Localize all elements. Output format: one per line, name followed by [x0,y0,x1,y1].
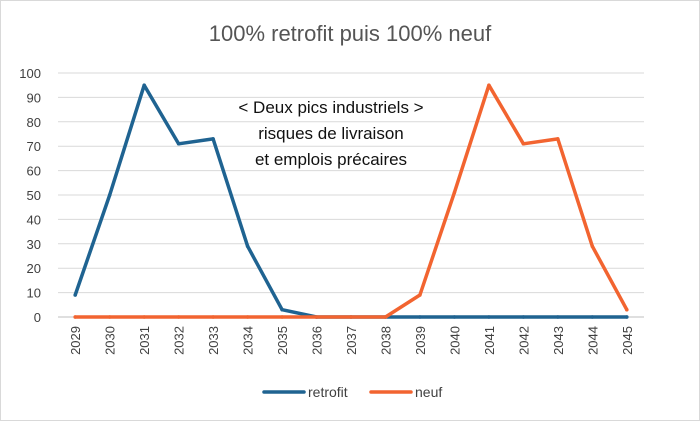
x-tick-label: 2032 [172,326,187,355]
x-axis-ticks: 2029 2030 2031 2032 2033 2034 2035 2036 2037 2038… [68,326,635,355]
x-tick-label: 2031 [137,326,152,355]
data-point-neuf [521,142,526,146]
data-point-retrofit [245,244,250,248]
data-point-neuf [73,315,77,319]
data-point-retrofit [590,315,595,319]
legend: retrofit neuf [262,384,442,400]
legend-label-neuf: neuf [415,384,442,400]
y-tick-label: 10 [27,286,41,301]
data-point-retrofit [452,315,457,319]
data-point-neuf [211,315,215,319]
y-tick-label: 90 [27,90,41,105]
annotation-line-3: et emplois précaires [255,150,407,169]
x-tick-label: 2029 [68,326,83,355]
data-point-retrofit [418,315,422,319]
data-point-neuf [176,315,181,319]
x-tick-label: 2037 [344,326,359,355]
x-tick-label: 2045 [620,326,635,355]
x-tick-label: 2035 [275,326,290,355]
x-tick-label: 2030 [103,326,118,355]
series-line-neuf [73,83,629,319]
x-tick-label: 2036 [310,326,325,355]
x-tick-label: 2040 [447,326,462,355]
data-point-retrofit [280,307,284,312]
y-tick-label: 80 [27,115,41,130]
data-point-neuf [590,244,595,248]
x-tick-label: 2034 [241,326,256,355]
data-point-neuf [280,315,284,319]
y-tick-label: 30 [27,237,41,252]
data-point-neuf [245,315,250,319]
data-point-neuf [349,315,353,319]
series-line-retrofit [73,83,629,319]
data-point-neuf [107,315,112,319]
data-point-neuf [418,293,422,297]
y-tick-label: 50 [27,188,41,203]
series-lines [73,83,629,319]
data-point-retrofit [487,315,491,319]
data-point-retrofit [521,315,526,319]
x-tick-label: 2043 [551,326,566,355]
data-point-retrofit [176,142,181,146]
y-tick-label: 0 [34,310,41,325]
data-point-retrofit [73,293,77,297]
y-tick-label: 20 [27,261,41,276]
chart-title: 100% retrofit puis 100% neuf [209,21,492,46]
y-tick-label: 70 [27,139,41,154]
x-tick-label: 2044 [585,326,600,355]
data-point-neuf [487,83,491,87]
legend-label-retrofit: retrofit [308,384,348,400]
data-point-retrofit [625,315,629,319]
data-point-retrofit [142,83,146,87]
data-point-neuf [452,190,457,195]
y-axis-ticks: 0 10 20 30 40 50 60 70 80 90 100 [19,66,41,325]
data-point-neuf [142,315,146,319]
annotation: < Deux pics industriels > risques de liv… [238,98,423,169]
x-tick-label: 2038 [378,326,393,355]
data-point-neuf [625,307,629,312]
annotation-line-2: risques de livraison [258,124,404,143]
x-tick-label: 2039 [413,326,428,355]
data-point-retrofit [556,315,560,319]
data-point-neuf [383,315,388,319]
x-tick-label: 2041 [482,326,497,355]
annotation-line-1: < Deux pics industriels > [238,98,423,117]
data-point-neuf [314,315,319,319]
data-point-neuf [556,137,560,141]
data-point-retrofit [211,137,215,141]
x-tick-label: 2042 [516,326,531,355]
y-tick-label: 60 [27,164,41,179]
x-tick-label: 2033 [206,326,221,355]
data-point-retrofit [107,193,112,197]
y-tick-label: 100 [19,66,41,81]
y-tick-label: 40 [27,212,41,227]
